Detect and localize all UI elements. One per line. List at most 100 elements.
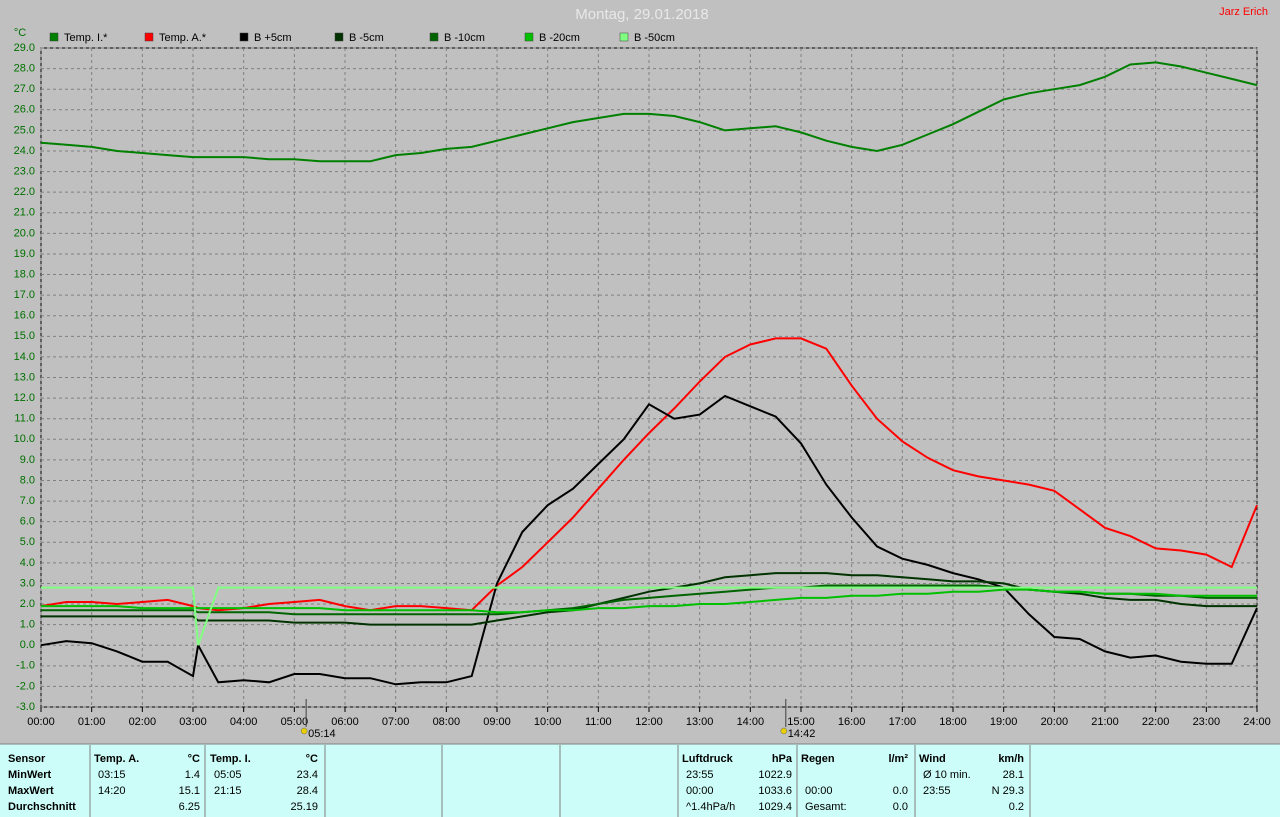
x-tick-label: 05:00 [281,716,309,728]
table-cell: 25.19 [290,801,318,813]
table-cell: 05:05 [214,769,242,781]
x-tick-label: 08:00 [433,716,461,728]
series-line [40,61,1258,163]
y-tick-label: 17.0 [14,289,35,301]
table-row-label: MaxWert [8,785,54,797]
x-tick-label: 06:00 [331,716,359,728]
table-cell: 15.1 [179,785,200,797]
x-tick-label: 03:00 [179,716,207,728]
x-tick-label: 01:00 [78,716,106,728]
table-cell: 1.4 [185,769,200,781]
x-tick-label: 09:00 [483,716,511,728]
legend-swatch [144,32,154,42]
y-tick-label: 18.0 [14,268,35,280]
table-cell: 28.4 [297,785,318,797]
legend-swatch [239,32,249,42]
y-tick-label: 22.0 [14,186,35,198]
x-tick-label: 20:00 [1041,716,1069,728]
y-tick-label: 8.0 [20,474,35,486]
y-tick-label: 24.0 [14,145,35,157]
x-tick-label: 04:00 [230,716,258,728]
table-header: l/m² [888,753,908,765]
y-tick-label: 10.0 [14,433,35,445]
table-header: Luftdruck [682,753,734,765]
x-tick-label: 00:00 [27,716,55,728]
table-header: Regen [801,753,835,765]
table-header: °C [306,753,318,765]
table-cell: 03:15 [98,769,126,781]
x-tick-label: 07:00 [382,716,410,728]
x-tick-label: 23:00 [1193,716,1221,728]
x-tick-label: 12:00 [635,716,663,728]
y-tick-label: 0.0 [20,639,35,651]
table-background [0,744,1280,817]
legend-swatch [429,32,439,42]
y-tick-label: 12.0 [14,392,35,404]
table-cell: 0.0 [893,801,908,813]
table-cell: 23.4 [297,769,318,781]
table-cell: 0.2 [1009,801,1024,813]
table-cell: ^1.4hPa/h [686,801,735,813]
table-cell: 23:55 [686,769,714,781]
annotation-label: 14:42 [788,728,816,740]
y-tick-label: 2.0 [20,598,35,610]
x-tick-label: 16:00 [838,716,866,728]
y-tick-label: 15.0 [14,330,35,342]
table-cell: 00:00 [686,785,714,797]
table-header: hPa [772,753,793,765]
x-tick-label: 24:00 [1243,716,1271,728]
y-tick-label: 25.0 [14,124,35,136]
table-cell: 28.1 [1003,769,1024,781]
y-tick-label: 29.0 [14,42,35,54]
y-tick-label: 20.0 [14,227,35,239]
series-line [41,588,1257,614]
x-tick-label: 13:00 [686,716,714,728]
legend-swatch [334,32,344,42]
table-header: Wind [919,753,946,765]
table-cell: 1033.6 [758,785,792,797]
x-tick-label: 18:00 [939,716,967,728]
y-tick-label: 14.0 [14,351,35,363]
annotation-icon [780,727,788,735]
y-axis-label: °C [14,27,26,39]
table-row-label: Durchschnitt [8,801,76,813]
y-tick-label: -2.0 [16,680,35,692]
y-tick-label: 27.0 [14,83,35,95]
y-tick-label: 7.0 [20,495,35,507]
table-cell: 14:20 [98,785,126,797]
table-cell: 23:55 [923,785,951,797]
table-cell: Ø 10 min. [923,769,971,781]
table-cell: 1022.9 [758,769,792,781]
legend-label: B -50cm [634,32,675,44]
y-tick-label: 13.0 [14,371,35,383]
x-tick-label: 17:00 [889,716,917,728]
annotation-label: 05:14 [308,728,336,740]
table-cell: 0.0 [893,785,908,797]
y-tick-label: 3.0 [20,577,35,589]
table-row-label: MinWert [8,769,52,781]
y-tick-label: -1.0 [16,660,35,672]
table-header: km/h [998,753,1024,765]
y-tick-label: 6.0 [20,516,35,528]
x-tick-label: 10:00 [534,716,562,728]
chart-title: Montag, 29.01.2018 [575,6,708,23]
table-cell: Gesamt: [805,801,847,813]
table-header: °C [188,753,200,765]
legend-swatch [619,32,629,42]
annotation-icon [300,727,308,735]
y-tick-label: 19.0 [14,248,35,260]
y-tick-label: 9.0 [20,454,35,466]
series-line [41,586,1257,646]
legend-label: B +5cm [254,32,292,44]
series-line [40,394,1258,686]
table-header: Temp. I. [210,753,251,765]
table-cell: 21:15 [214,785,242,797]
author: Jarz Erich [1219,6,1268,18]
legend-label: Temp. A.* [159,32,207,44]
legend-swatch [49,32,59,42]
y-tick-label: 11.0 [14,413,35,425]
series-line [40,337,1258,612]
table-header: Sensor [8,753,46,765]
y-tick-label: 4.0 [20,557,35,569]
